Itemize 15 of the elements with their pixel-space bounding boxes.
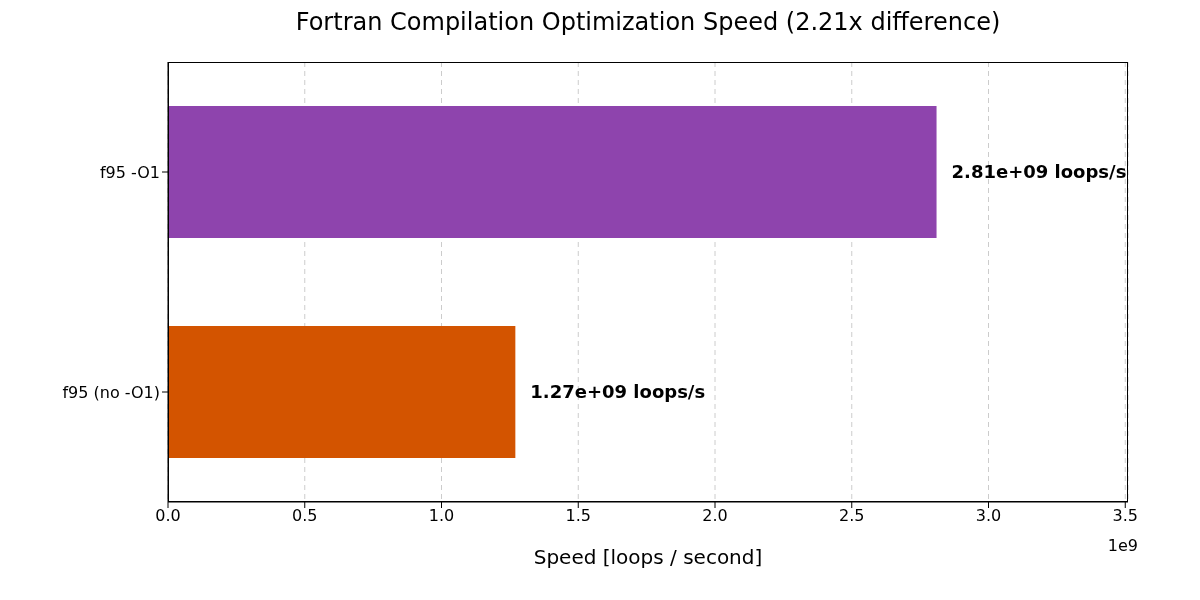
x-tick-label: 0.5 (292, 506, 318, 526)
x-tick-label: 3.0 (975, 506, 1002, 526)
data-label: 2.81e+09 loops/s (951, 161, 1127, 183)
data-label: 1.27e+09 loops/s (530, 381, 706, 403)
x-tick-label: 3.5 (1112, 506, 1138, 526)
x-tick-label: 2.0 (702, 506, 728, 526)
x-tick-label: 1.0 (428, 506, 455, 526)
x-tick-label: 0.0 (155, 506, 181, 526)
y-tick-label: f95 (no -O1) (62, 382, 160, 402)
x-tick-label: 2.5 (839, 506, 865, 526)
x-axis-title: Speed [loops / second] (533, 545, 763, 569)
text: 1e9 (1107, 536, 1138, 555)
y-tick-label: f95 -O1 (99, 162, 160, 182)
x-tick-label: 1.5 (565, 506, 591, 526)
chart-title: Fortran Compilation Optimization Speed (2.21x difference) (294, 8, 1002, 38)
